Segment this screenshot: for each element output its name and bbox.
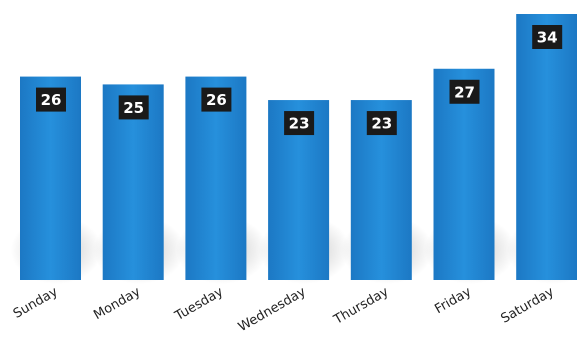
data-label-value: 25 (123, 99, 144, 117)
data-label-value: 23 (371, 115, 392, 133)
x-tick-label-sunday: Sunday (11, 284, 61, 321)
data-labels-group: 26 25 26 23 23 27 34 (36, 25, 563, 136)
data-label-sunday: 26 (36, 87, 66, 112)
data-label-value: 34 (537, 29, 558, 47)
data-label-box (118, 95, 149, 120)
x-tick-label-saturday: Saturday (498, 284, 556, 326)
data-label-saturday: 34 (532, 25, 563, 49)
data-label-value: 27 (454, 83, 475, 101)
data-label-value: 23 (289, 115, 310, 133)
data-label-value: 26 (41, 91, 62, 109)
bars-group (20, 14, 577, 281)
data-label-monday: 25 (118, 95, 149, 120)
data-label-box (366, 111, 397, 136)
data-label-box (201, 87, 232, 112)
x-tick-label-friday: Friday (432, 284, 474, 317)
bar-friday (433, 68, 495, 280)
data-label-box (449, 79, 480, 104)
data-label-box (36, 87, 66, 112)
data-label-value: 26 (206, 91, 227, 109)
data-label-wednesday: 23 (284, 111, 315, 136)
data-label-thursday: 23 (366, 111, 397, 136)
data-label-friday: 27 (449, 79, 480, 104)
bar-saturday (516, 14, 577, 280)
x-tick-label-thursday: Thursday (331, 284, 392, 328)
data-label-box (284, 111, 315, 136)
data-label-box (532, 25, 563, 49)
x-axis-tick-labels: Sunday Monday Tuesday Wednesday Thursday Frid… (11, 284, 557, 335)
x-tick-label-wednesday: Wednesday (236, 284, 309, 335)
x-tick-label-monday: Monday (91, 284, 143, 323)
data-label-tuesday: 26 (201, 87, 232, 112)
x-tick-label-tuesday: Tuesday (172, 284, 226, 324)
